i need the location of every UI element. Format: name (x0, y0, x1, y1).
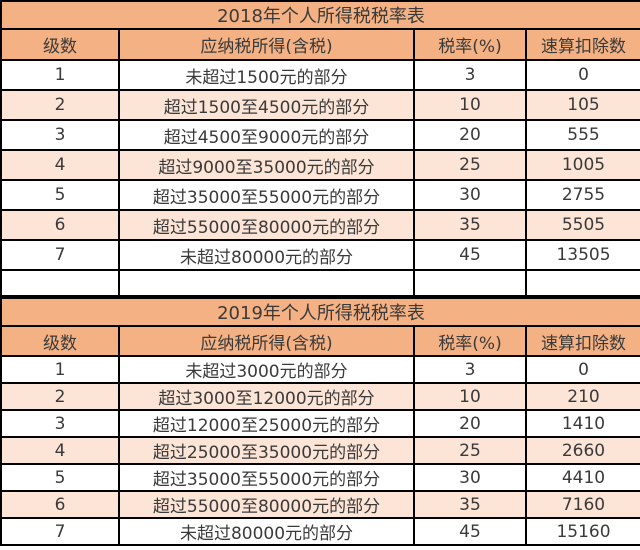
cell-tax-rate: 20 (413, 409, 527, 438)
cell-taxable-income: 超过55000至80000元的部分 (118, 490, 415, 519)
cell-level: 6 (0, 490, 120, 519)
cell-level (0, 269, 120, 297)
table-title-row: 2018年个人所得税税率表 (0, 0, 640, 30)
cell-quick-deduction: 2660 (525, 436, 640, 465)
cell-tax-rate: 45 (413, 239, 527, 271)
cell-tax-rate: 35 (413, 209, 527, 241)
cell-quick-deduction: 15160 (525, 517, 640, 546)
cell-level: 4 (0, 149, 120, 181)
cell-level: 2 (0, 89, 120, 121)
cell-quick-deduction: 4410 (525, 463, 640, 492)
cell-taxable-income: 超过9000至35000元的部分 (118, 149, 415, 181)
table-row: 1 未超过1500元的部分 3 0 (0, 59, 640, 91)
cell-level: 6 (0, 209, 120, 241)
cell-tax-rate: 3 (413, 355, 527, 384)
table-row: 7 未超过80000元的部分 45 15160 (0, 517, 640, 546)
cell-quick-deduction: 210 (525, 382, 640, 411)
cell-taxable-income: 超过3000至12000元的部分 (118, 382, 415, 411)
table-row: 2 超过1500至4500元的部分 10 105 (0, 89, 640, 121)
cell-tax-rate: 10 (413, 89, 527, 121)
table-row: 3 超过12000至25000元的部分 20 1410 (0, 409, 640, 438)
table-row: 1 未超过3000元的部分 3 0 (0, 355, 640, 384)
cell-quick-deduction: 2755 (525, 179, 640, 211)
cell-taxable-income: 未超过80000元的部分 (118, 239, 415, 271)
table-header-row: 级数 应纳税所得(含税) 税率(%) 速算扣除数 (0, 28, 640, 61)
cell-taxable-income: 超过35000至55000元的部分 (118, 179, 415, 211)
cell-taxable-income (118, 269, 415, 297)
column-header-quick-deduction: 速算扣除数 (525, 28, 640, 61)
cell-quick-deduction: 5505 (525, 209, 640, 241)
cell-taxable-income: 超过12000至25000元的部分 (118, 409, 415, 438)
cell-tax-rate: 30 (413, 463, 527, 492)
cell-tax-rate: 25 (413, 436, 527, 465)
table-row: 6 超过55000至80000元的部分 35 7160 (0, 490, 640, 519)
column-header-tax-rate: 税率(%) (413, 28, 527, 61)
table-row: 7 未超过80000元的部分 45 13505 (0, 239, 640, 271)
tax-table-2019: 2019年个人所得税税率表 级数 应纳税所得(含税) 税率(%) 速算扣除数 1… (0, 297, 640, 546)
cell-quick-deduction: 1005 (525, 149, 640, 181)
cell-tax-rate: 10 (413, 382, 527, 411)
table-header-row: 级数 应纳税所得(含税) 税率(%) 速算扣除数 (0, 325, 640, 357)
cell-taxable-income: 未超过3000元的部分 (118, 355, 415, 384)
cell-level: 5 (0, 463, 120, 492)
cell-tax-rate: 35 (413, 490, 527, 519)
cell-level: 5 (0, 179, 120, 211)
table-row: 6 超过55000至80000元的部分 35 5505 (0, 209, 640, 241)
column-header-quick-deduction: 速算扣除数 (525, 325, 640, 357)
column-header-level: 级数 (0, 325, 120, 357)
cell-level: 4 (0, 436, 120, 465)
column-header-level: 级数 (0, 28, 120, 61)
cell-quick-deduction: 555 (525, 119, 640, 151)
table-row: 3 超过4500至9000元的部分 20 555 (0, 119, 640, 151)
table-row: 2 超过3000至12000元的部分 10 210 (0, 382, 640, 411)
cell-quick-deduction (525, 269, 640, 297)
cell-quick-deduction: 0 (525, 355, 640, 384)
cell-tax-rate: 20 (413, 119, 527, 151)
cell-taxable-income: 超过35000至55000元的部分 (118, 463, 415, 492)
cell-level: 2 (0, 382, 120, 411)
cell-taxable-income: 未超过1500元的部分 (118, 59, 415, 91)
table-title: 2018年个人所得税税率表 (0, 0, 640, 30)
cell-quick-deduction: 1410 (525, 409, 640, 438)
column-header-tax-rate: 税率(%) (413, 325, 527, 357)
cell-level: 1 (0, 59, 120, 91)
cell-level: 7 (0, 517, 120, 546)
cell-taxable-income: 超过1500至4500元的部分 (118, 89, 415, 121)
cell-tax-rate: 45 (413, 517, 527, 546)
cell-tax-rate: 25 (413, 149, 527, 181)
column-header-taxable-income: 应纳税所得(含税) (118, 28, 415, 61)
cell-quick-deduction: 13505 (525, 239, 640, 271)
table-row: 5 超过35000至55000元的部分 30 2755 (0, 179, 640, 211)
cell-tax-rate: 30 (413, 179, 527, 211)
table-title-row: 2019年个人所得税税率表 (0, 297, 640, 327)
column-header-taxable-income: 应纳税所得(含税) (118, 325, 415, 357)
table-row: 5 超过35000至55000元的部分 30 4410 (0, 463, 640, 492)
table-row: 4 超过25000至35000元的部分 25 2660 (0, 436, 640, 465)
cell-quick-deduction: 0 (525, 59, 640, 91)
cell-level: 3 (0, 119, 120, 151)
table-row: 4 超过9000至35000元的部分 25 1005 (0, 149, 640, 181)
cell-tax-rate: 3 (413, 59, 527, 91)
table-title: 2019年个人所得税税率表 (0, 297, 640, 327)
tax-table-2018: 2018年个人所得税税率表 级数 应纳税所得(含税) 税率(%) 速算扣除数 1… (0, 0, 640, 297)
cell-quick-deduction: 7160 (525, 490, 640, 519)
cell-level: 7 (0, 239, 120, 271)
empty-row (0, 269, 640, 297)
cell-taxable-income: 超过25000至35000元的部分 (118, 436, 415, 465)
cell-level: 1 (0, 355, 120, 384)
cell-taxable-income: 未超过80000元的部分 (118, 517, 415, 546)
cell-taxable-income: 超过55000至80000元的部分 (118, 209, 415, 241)
cell-tax-rate (413, 269, 527, 297)
cell-level: 3 (0, 409, 120, 438)
cell-quick-deduction: 105 (525, 89, 640, 121)
cell-taxable-income: 超过4500至9000元的部分 (118, 119, 415, 151)
